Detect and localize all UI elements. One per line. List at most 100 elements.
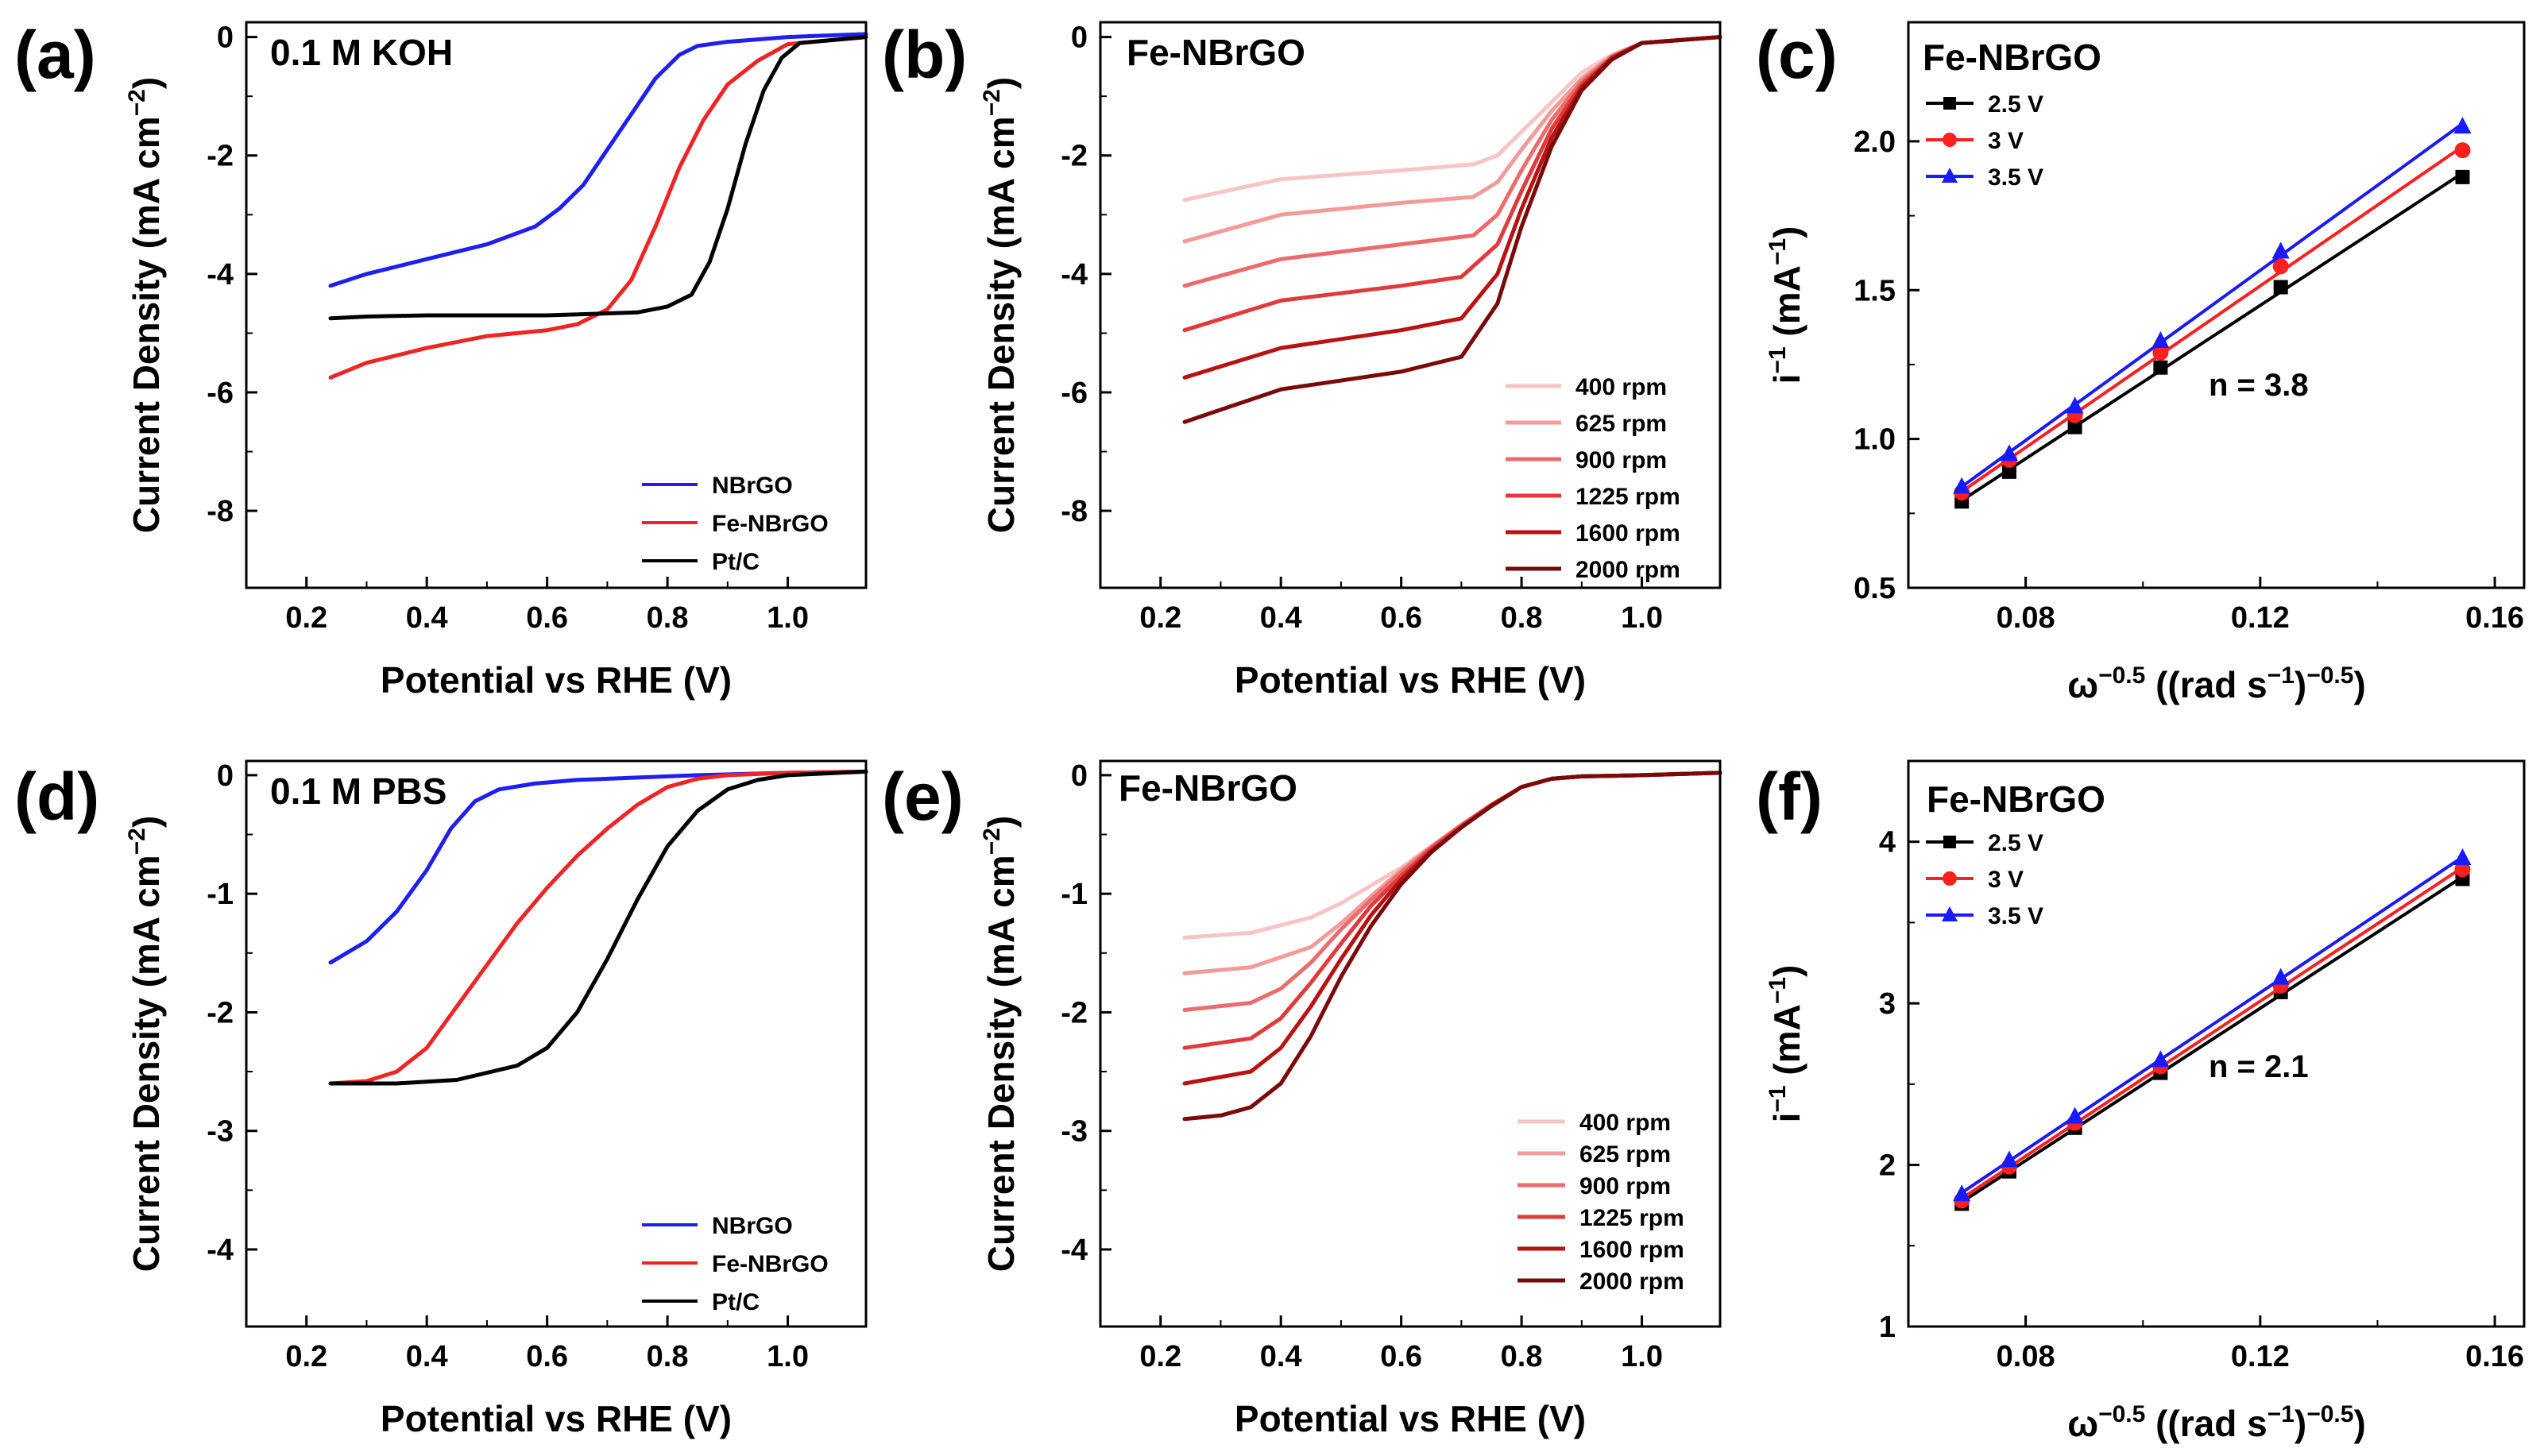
plot-frame-b bbox=[1099, 21, 1722, 589]
fit-line-2-5-v bbox=[1961, 875, 2464, 1204]
panel-label-b: (b) bbox=[882, 17, 967, 92]
panel-d: (d) 0.2 0.4 0.6 0.8 1.0 0 -1 -2 -3 -4 NBrGO Fe-NBrG… bbox=[14, 759, 868, 1439]
x-tick-label: 0.6 bbox=[526, 601, 568, 635]
legend-label: 2000 rpm bbox=[1579, 1269, 1684, 1295]
x-axis-label-b: Potential vs RHE (V) bbox=[1235, 659, 1586, 701]
legend-marker bbox=[1943, 871, 1957, 886]
x-tick-label: 0.4 bbox=[406, 601, 448, 635]
legend-marker bbox=[1942, 168, 1958, 183]
y-tick-label: 2 bbox=[1879, 1149, 1896, 1183]
legend-label: 1600 rpm bbox=[1579, 1237, 1684, 1263]
y-tick-label: 1.5 bbox=[1854, 274, 1896, 307]
y-tick-label: 1.0 bbox=[1854, 423, 1896, 457]
plot-b: 0.2 0.4 0.6 0.8 1.0 0 -2 -4 -6 -8 400 rpm 625 rpm 90… bbox=[1061, 21, 1722, 635]
fit-line-3-5-v bbox=[1961, 855, 2464, 1195]
n-annotation-f: n = 2.1 bbox=[2209, 1049, 2309, 1084]
x-tick-label: 1.0 bbox=[1621, 601, 1663, 635]
series-line-1600-rpm bbox=[1182, 35, 1722, 380]
y-tick-label: 1 bbox=[1879, 1311, 1896, 1344]
panel-title-d: 0.1 M PBS bbox=[270, 770, 447, 812]
x-tick-label: 0.2 bbox=[285, 601, 327, 635]
x-axis-label-c: ω−0.5 ((rad s−1)−0.5) bbox=[2067, 662, 2366, 705]
legend-label: 1225 rpm bbox=[1579, 1205, 1684, 1231]
legend-label: 2000 rpm bbox=[1575, 557, 1680, 583]
x-tick-label: 0.4 bbox=[1260, 601, 1302, 635]
y-tick-label: 0 bbox=[217, 21, 234, 55]
y-tick-label: 0.5 bbox=[1854, 572, 1896, 605]
plot-c: 0.08 0.12 0.16 0.5 1.0 1.5 2.0 2.5 V 3 V 3.5 V bbox=[1854, 91, 2524, 635]
plot-f: 0.08 0.12 0.16 1 2 3 4 2.5 V 3 V 3.5 V bbox=[1879, 826, 2524, 1373]
x-tick-label: 0.8 bbox=[1501, 1340, 1543, 1373]
x-tick-label: 0.4 bbox=[406, 1340, 448, 1373]
data-point bbox=[2000, 444, 2018, 462]
x-tick-label: 0.8 bbox=[647, 601, 689, 635]
y-tick-label: -8 bbox=[1061, 495, 1088, 528]
legend-label: 3 V bbox=[1988, 867, 2024, 893]
legend-label: 625 rpm bbox=[1579, 1141, 1671, 1168]
legend-label: 2.5 V bbox=[1988, 830, 2043, 856]
data-point bbox=[2453, 117, 2472, 134]
panel-e: (e) 0.2 0.4 0.6 0.8 1.0 0 -1 -2 -3 -4 400 rpm 625 r… bbox=[882, 759, 1722, 1439]
x-tick-label: 0.2 bbox=[1139, 1340, 1181, 1373]
x-axis-label-e: Potential vs RHE (V) bbox=[1235, 1398, 1586, 1439]
data-point bbox=[2455, 169, 2470, 184]
y-tick-label: -4 bbox=[207, 1234, 234, 1267]
plot-frame-a bbox=[245, 21, 868, 589]
legend-marker bbox=[1942, 906, 1958, 921]
panel-label-f: (f) bbox=[1756, 759, 1823, 834]
legend-label: Pt/C bbox=[712, 1289, 760, 1315]
legend-label: 900 rpm bbox=[1575, 447, 1667, 473]
plot-frame-c bbox=[1907, 21, 2526, 589]
data-point bbox=[2000, 1150, 2018, 1168]
series-line-2000-rpm bbox=[1182, 770, 1722, 1122]
n-annotation-c: n = 3.8 bbox=[2209, 368, 2309, 403]
data-point bbox=[2067, 419, 2082, 434]
series-line-900-rpm bbox=[1182, 35, 1722, 288]
data-point bbox=[2152, 344, 2169, 361]
x-tick-label: 0.4 bbox=[1260, 1340, 1302, 1373]
legend-label: 400 rpm bbox=[1575, 374, 1667, 400]
y-axis-label-d: Current Density (mA cm−2) bbox=[124, 816, 167, 1272]
data-point bbox=[2272, 258, 2289, 275]
x-axis-label-f: ω−0.5 ((rad s−1)−0.5) bbox=[2067, 1401, 2366, 1444]
data-point bbox=[2271, 967, 2290, 985]
y-tick-label: 0 bbox=[1071, 759, 1088, 793]
legend-label: Pt/C bbox=[712, 549, 760, 575]
plot-frame-d bbox=[245, 759, 868, 1328]
y-tick-label: -2 bbox=[207, 140, 234, 173]
legend-label: 400 rpm bbox=[1579, 1110, 1671, 1136]
legend-marker bbox=[1943, 836, 1956, 848]
panel-title-c: Fe-NBrGO bbox=[1923, 37, 2101, 78]
legend-label: 3 V bbox=[1988, 128, 2024, 154]
x-tick-label: 0.16 bbox=[2465, 601, 2524, 635]
panel-label-d: (d) bbox=[14, 759, 99, 834]
panel-title-b: Fe-NBrGO bbox=[1127, 32, 1305, 73]
y-tick-label: -4 bbox=[1061, 258, 1088, 292]
x-tick-label: 0.2 bbox=[1139, 601, 1181, 635]
y-axis-label-e: Current Density (mA cm−2) bbox=[979, 816, 1022, 1272]
panel-label-e: (e) bbox=[882, 759, 964, 834]
panel-b: (b) 0.2 0.4 0.6 0.8 1.0 0 -2 -4 -6 -8 400 rpm 625 r… bbox=[882, 17, 1722, 701]
x-tick-label: 1.0 bbox=[1621, 1340, 1663, 1373]
y-tick-label: -1 bbox=[207, 878, 234, 911]
plot-d: 0.2 0.4 0.6 0.8 1.0 0 -1 -2 -3 -4 NBrGO Fe-NBrGO Pt/… bbox=[207, 759, 868, 1373]
legend-label: Fe-NBrGO bbox=[712, 1251, 829, 1277]
x-tick-label: 0.8 bbox=[647, 1340, 689, 1373]
y-tick-label: 4 bbox=[1879, 826, 1896, 859]
x-tick-label: 0.08 bbox=[1997, 601, 2055, 635]
x-tick-label: 0.8 bbox=[1501, 601, 1543, 635]
x-tick-label: 0.6 bbox=[526, 1340, 568, 1373]
legend-label: 3.5 V bbox=[1988, 903, 2043, 929]
y-tick-label: -2 bbox=[1061, 996, 1088, 1029]
x-tick-label: 0.16 bbox=[2465, 1340, 2524, 1373]
legend-label: 3.5 V bbox=[1988, 164, 2043, 191]
legend-label: 900 rpm bbox=[1579, 1173, 1671, 1199]
x-tick-label: 0.6 bbox=[1380, 601, 1422, 635]
x-tick-label: 0.12 bbox=[2231, 601, 2290, 635]
y-tick-label: -4 bbox=[207, 258, 234, 292]
data-point bbox=[2066, 1106, 2084, 1124]
y-tick-label: 0 bbox=[1071, 21, 1088, 55]
y-tick-label: -3 bbox=[207, 1115, 234, 1149]
y-tick-label: -3 bbox=[1061, 1115, 1088, 1149]
